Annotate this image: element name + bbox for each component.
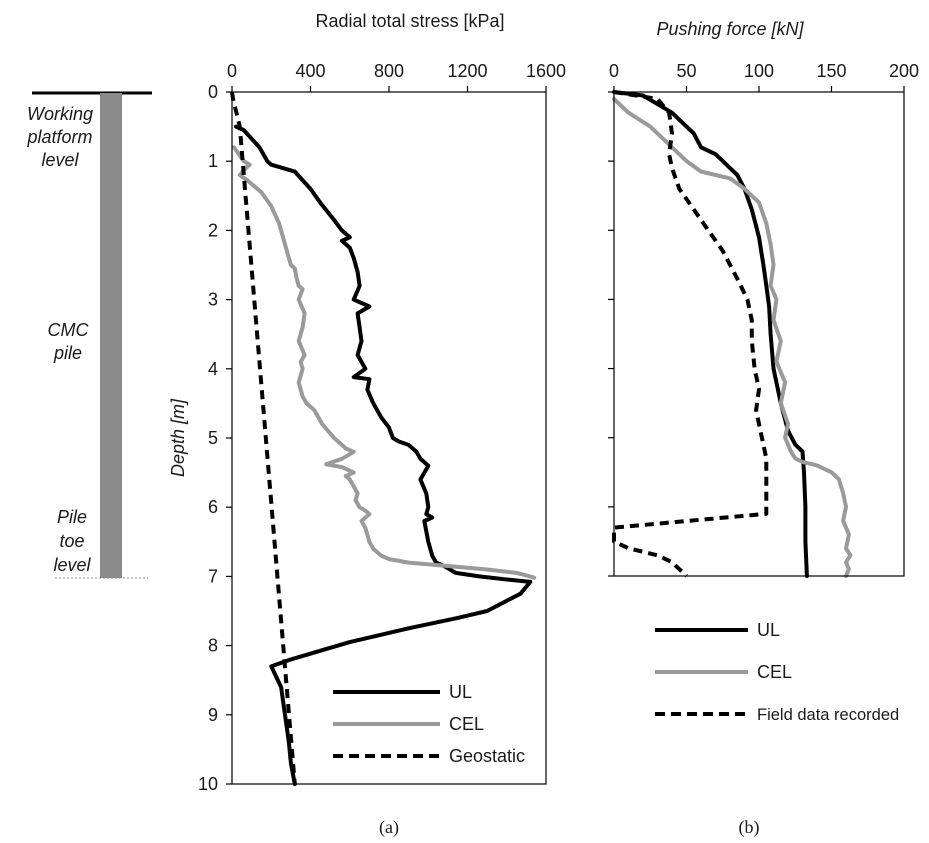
chart-a-y-ticks: 0 1 2 3 4 5 6 7 8 9 10 bbox=[198, 82, 232, 794]
chart-a-y-tick-label: 3 bbox=[208, 290, 218, 310]
chart-b-legend: UL CEL Field data recorded bbox=[655, 620, 899, 724]
chart-a-series-geostatic-line bbox=[230, 91, 297, 785]
chart-b-series-cel-line bbox=[612, 96, 853, 578]
chart-a-x-tick-label: 0 bbox=[227, 61, 237, 81]
chart-a-y-tick-label: 5 bbox=[208, 428, 218, 448]
chart-a-x-tick-label: 800 bbox=[374, 61, 404, 81]
pile-schematic: Working platform level CMC pile Pile toe… bbox=[26, 91, 152, 579]
legend-a-geostatic-label: Geostatic bbox=[449, 746, 525, 766]
chart-a-y-tick-label: 9 bbox=[208, 705, 218, 725]
chart-b-x-ticks: 0 50 100 150 200 bbox=[609, 61, 919, 92]
chart-a-y-tick-label: 0 bbox=[208, 82, 218, 102]
chart-a-y-tick-label: 8 bbox=[208, 636, 218, 656]
chart-a-legend: UL CEL Geostatic bbox=[333, 682, 525, 766]
chart-a-y-tick-label: 2 bbox=[208, 220, 218, 240]
chart-a-xlabel: Radial total stress [kPa] bbox=[315, 11, 504, 31]
cmc-pile-label-line-1: CMC bbox=[48, 320, 90, 340]
chart-a-x-tick-label: 400 bbox=[295, 61, 325, 81]
chart-a-series-cel-line bbox=[232, 145, 537, 580]
pile-toe-label-line-2: toe bbox=[59, 531, 84, 551]
chart-a-y-tick-label: 6 bbox=[208, 497, 218, 517]
chart-b-series bbox=[612, 90, 853, 578]
chart-b-x-tick-label: 50 bbox=[676, 61, 696, 81]
chart-a-x-tick-label: 1600 bbox=[526, 61, 566, 81]
legend-b-ul-label: UL bbox=[757, 620, 780, 640]
chart-a-ylabel: Depth [m] bbox=[168, 398, 188, 477]
pile-shaft bbox=[100, 93, 122, 578]
chart-b-x-tick-label: 100 bbox=[744, 61, 774, 81]
working-platform-label-line-1: Working bbox=[27, 104, 93, 124]
chart-a-panel-label: (a) bbox=[379, 817, 399, 838]
chart-b-y-ticks bbox=[608, 91, 614, 577]
chart-a-y-tick-label: 4 bbox=[208, 359, 218, 379]
legend-a-ul-label: UL bbox=[449, 682, 472, 702]
chart-a-y-tick-label: 1 bbox=[208, 151, 218, 171]
legend-b-cel-label: CEL bbox=[757, 662, 792, 682]
chart-b: Pushing force [kN] 0 50 100 150 200 UL CEL F… bbox=[608, 19, 919, 838]
chart-b-x-tick-label: 200 bbox=[889, 61, 919, 81]
chart-a-frame bbox=[231, 91, 547, 785]
chart-b-x-tick-label: 150 bbox=[816, 61, 846, 81]
chart-a-y-tick-label: 7 bbox=[208, 566, 218, 586]
chart-a-x-tick-label: 1200 bbox=[447, 61, 487, 81]
chart-b-series-ul-line bbox=[612, 90, 809, 578]
chart-b-xlabel: Pushing force [kN] bbox=[656, 19, 804, 39]
pile-toe-label-line-3: level bbox=[53, 555, 91, 575]
working-platform-label-line-2: platform bbox=[26, 127, 92, 147]
working-platform-label-line-3: level bbox=[41, 150, 79, 170]
chart-b-x-tick-label: 0 bbox=[609, 61, 619, 81]
pile-toe-label-line-1: Pile bbox=[57, 507, 87, 527]
chart-b-panel-label: (b) bbox=[739, 817, 760, 838]
chart-b-frame bbox=[613, 91, 905, 577]
legend-b-field-label: Field data recorded bbox=[757, 706, 899, 724]
chart-a-x-ticks: 0 400 800 1200 1600 bbox=[227, 61, 566, 92]
cmc-pile-label-line-2: pile bbox=[53, 343, 82, 363]
chart-a: Radial total stress [kPa] Depth [m] 0 400… bbox=[168, 11, 566, 838]
chart-a-series-ul-line bbox=[233, 124, 533, 786]
chart-a-series bbox=[230, 91, 537, 786]
legend-a-cel-label: CEL bbox=[449, 714, 484, 734]
chart-a-y-tick-label: 10 bbox=[198, 774, 218, 794]
